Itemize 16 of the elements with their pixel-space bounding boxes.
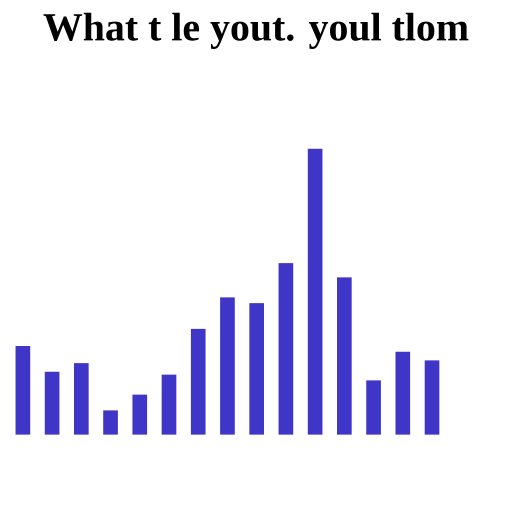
bar [278, 263, 294, 435]
bar [132, 394, 148, 435]
bar [424, 360, 440, 435]
bar [249, 303, 264, 435]
bar [190, 328, 206, 435]
bar [103, 410, 118, 435]
chart-title: What t le yout. youl tlom [43, 12, 468, 49]
bar [395, 352, 410, 435]
bar [162, 374, 176, 435]
bar [16, 346, 30, 435]
bar [337, 277, 352, 435]
bar [44, 372, 60, 435]
bar [74, 363, 89, 435]
bar [308, 148, 322, 435]
bar [220, 297, 235, 435]
bar [366, 380, 381, 435]
